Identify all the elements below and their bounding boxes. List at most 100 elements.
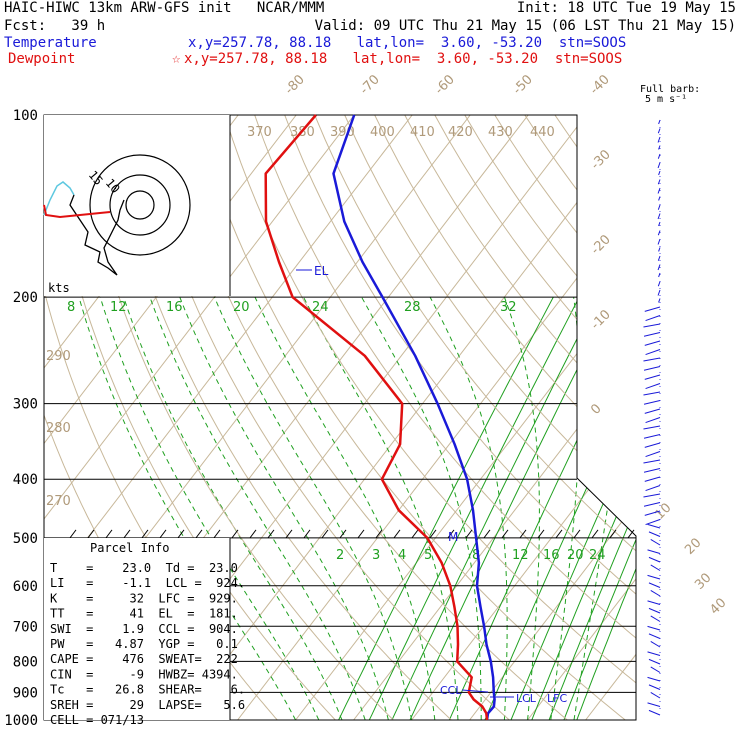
theta-label: 290: [46, 349, 71, 364]
wind-barbs: [643, 119, 661, 716]
hash-mark: [375, 529, 383, 539]
mixing-ratio-label: 16: [166, 300, 183, 315]
wind-barb: [647, 676, 661, 682]
hash-mark: [483, 529, 491, 539]
dry-adiabat-line: [614, 115, 636, 720]
dry-adiabat-line: [164, 115, 568, 720]
theta-label: 410: [410, 125, 435, 140]
dry-adiabat-line: [404, 115, 636, 720]
header-title: HAIC-HIWC 13km ARW-GFS init NCAR/MMM: [4, 0, 325, 16]
wind-barb: [645, 519, 661, 526]
moist-adiabat-line: [361, 296, 482, 720]
dry-adiabat-line: [74, 115, 394, 720]
wind-barb: [648, 684, 661, 690]
wind-barb: [650, 564, 661, 571]
isotherm-line: [295, 115, 636, 720]
el-marker-label: EL: [314, 264, 329, 278]
hash-mark: [141, 529, 149, 539]
isotherm-label: -60: [432, 72, 458, 98]
hash-mark: [339, 529, 347, 539]
wind-barb: [658, 247, 661, 252]
isotherm-line: [44, 115, 413, 720]
pressure-label: 700: [13, 619, 38, 635]
wind-barb: [645, 451, 661, 458]
mixing-ratio-label: 28: [404, 300, 421, 315]
wind-barb: [644, 408, 661, 414]
parcel-info-row: LI = -1.1 LCL = 924.: [50, 576, 245, 590]
wind-barb: [643, 468, 661, 473]
header-valid: Valid: 09 UTC Thu 21 May 15 (06 LST Thu …: [314, 18, 736, 34]
hash-mark: [285, 529, 293, 539]
mixing-ratio-label: 5: [424, 548, 432, 563]
wind-barb: [650, 641, 661, 648]
moist-adiabat-line: [303, 296, 459, 720]
pressure-label: 200: [13, 290, 38, 306]
mixing-ratio-label: 8: [67, 300, 75, 315]
wind-barb: [645, 383, 661, 390]
hash-mark: [195, 529, 203, 539]
moist-adiabat-line: [213, 296, 413, 720]
isotherm-label: 0: [588, 401, 604, 417]
parcel-info-row: SWI = 1.9 CCL = 904.: [50, 622, 238, 636]
wind-barb: [643, 493, 661, 498]
dewpoint-profile: [264, 114, 489, 721]
wind-barb: [658, 298, 661, 303]
parcel-info-row: CAPE = 476 SWEAT= 222: [50, 652, 238, 666]
isotherm-label: -20: [588, 232, 614, 258]
lfc-marker-label: LFC: [547, 692, 567, 705]
hash-mark: [609, 529, 617, 539]
ccl-marker-line: [461, 689, 489, 693]
parcel-info-background: [44, 538, 230, 720]
pressure-label: 1000: [4, 713, 38, 729]
hash-mark: [429, 529, 437, 539]
pressure-label: 500: [13, 531, 38, 547]
hash-mark: [267, 529, 275, 539]
parcel-info-row: CELL = 071/13: [50, 713, 144, 727]
mixing-ratio-line: [368, 296, 580, 720]
wind-barb: [657, 213, 661, 220]
hodograph-ring: [125, 190, 155, 220]
wind-barb: [643, 434, 661, 439]
wind-barb: [657, 162, 661, 169]
parcel-info-panel: Parcel Info T = 23.0 Td = 23.0LI = -1.1 L…: [44, 538, 245, 727]
hodograph-ring: [109, 174, 171, 236]
parcel-info-row: CIN = -9 HWBZ= 4394.: [50, 667, 238, 681]
wind-barb: [647, 574, 661, 580]
dry-adiabat-line: [554, 115, 636, 720]
wind-barb: [648, 531, 661, 537]
isotherm-label: 20: [682, 536, 704, 558]
lcl-marker-label: LCL: [516, 692, 537, 705]
isotherm-label: -40: [587, 72, 613, 98]
wind-barb: [657, 128, 661, 134]
pressure-label: 800: [13, 654, 38, 670]
wind-barb: [644, 510, 661, 516]
mixing-ratio-label: 3: [372, 548, 380, 563]
mixing-ratio-label: 20: [567, 548, 584, 563]
wind-barb: [643, 332, 661, 337]
wind-barb: [657, 264, 661, 271]
mixing-ratio-line: [391, 296, 599, 720]
wind-barb: [644, 442, 661, 448]
hash-mark: [69, 529, 77, 539]
wind-barb: [648, 582, 661, 588]
hash-mark: [447, 529, 455, 539]
wind-barb: [645, 417, 661, 424]
parcel-info-row: PW = 4.87 YGP = 0.1: [50, 637, 238, 651]
wind-barb: [645, 485, 661, 492]
wind-barb: [645, 349, 661, 356]
wind-barb: [657, 153, 661, 159]
wind-barb: [643, 502, 661, 507]
isotherm-line: [44, 115, 355, 720]
dry-adiabat-line: [584, 115, 636, 720]
hash-mark: [303, 529, 311, 539]
hash-mark: [123, 529, 131, 539]
theta-label: 270: [46, 494, 71, 509]
mixing-ratio-label: 24: [312, 300, 329, 315]
wind-barb: [658, 272, 661, 278]
isotherm-label: -70: [357, 72, 383, 98]
mixing-ratio-line: [448, 296, 636, 720]
wind-barb: [650, 539, 661, 546]
dry-adiabat-line: [434, 115, 636, 720]
